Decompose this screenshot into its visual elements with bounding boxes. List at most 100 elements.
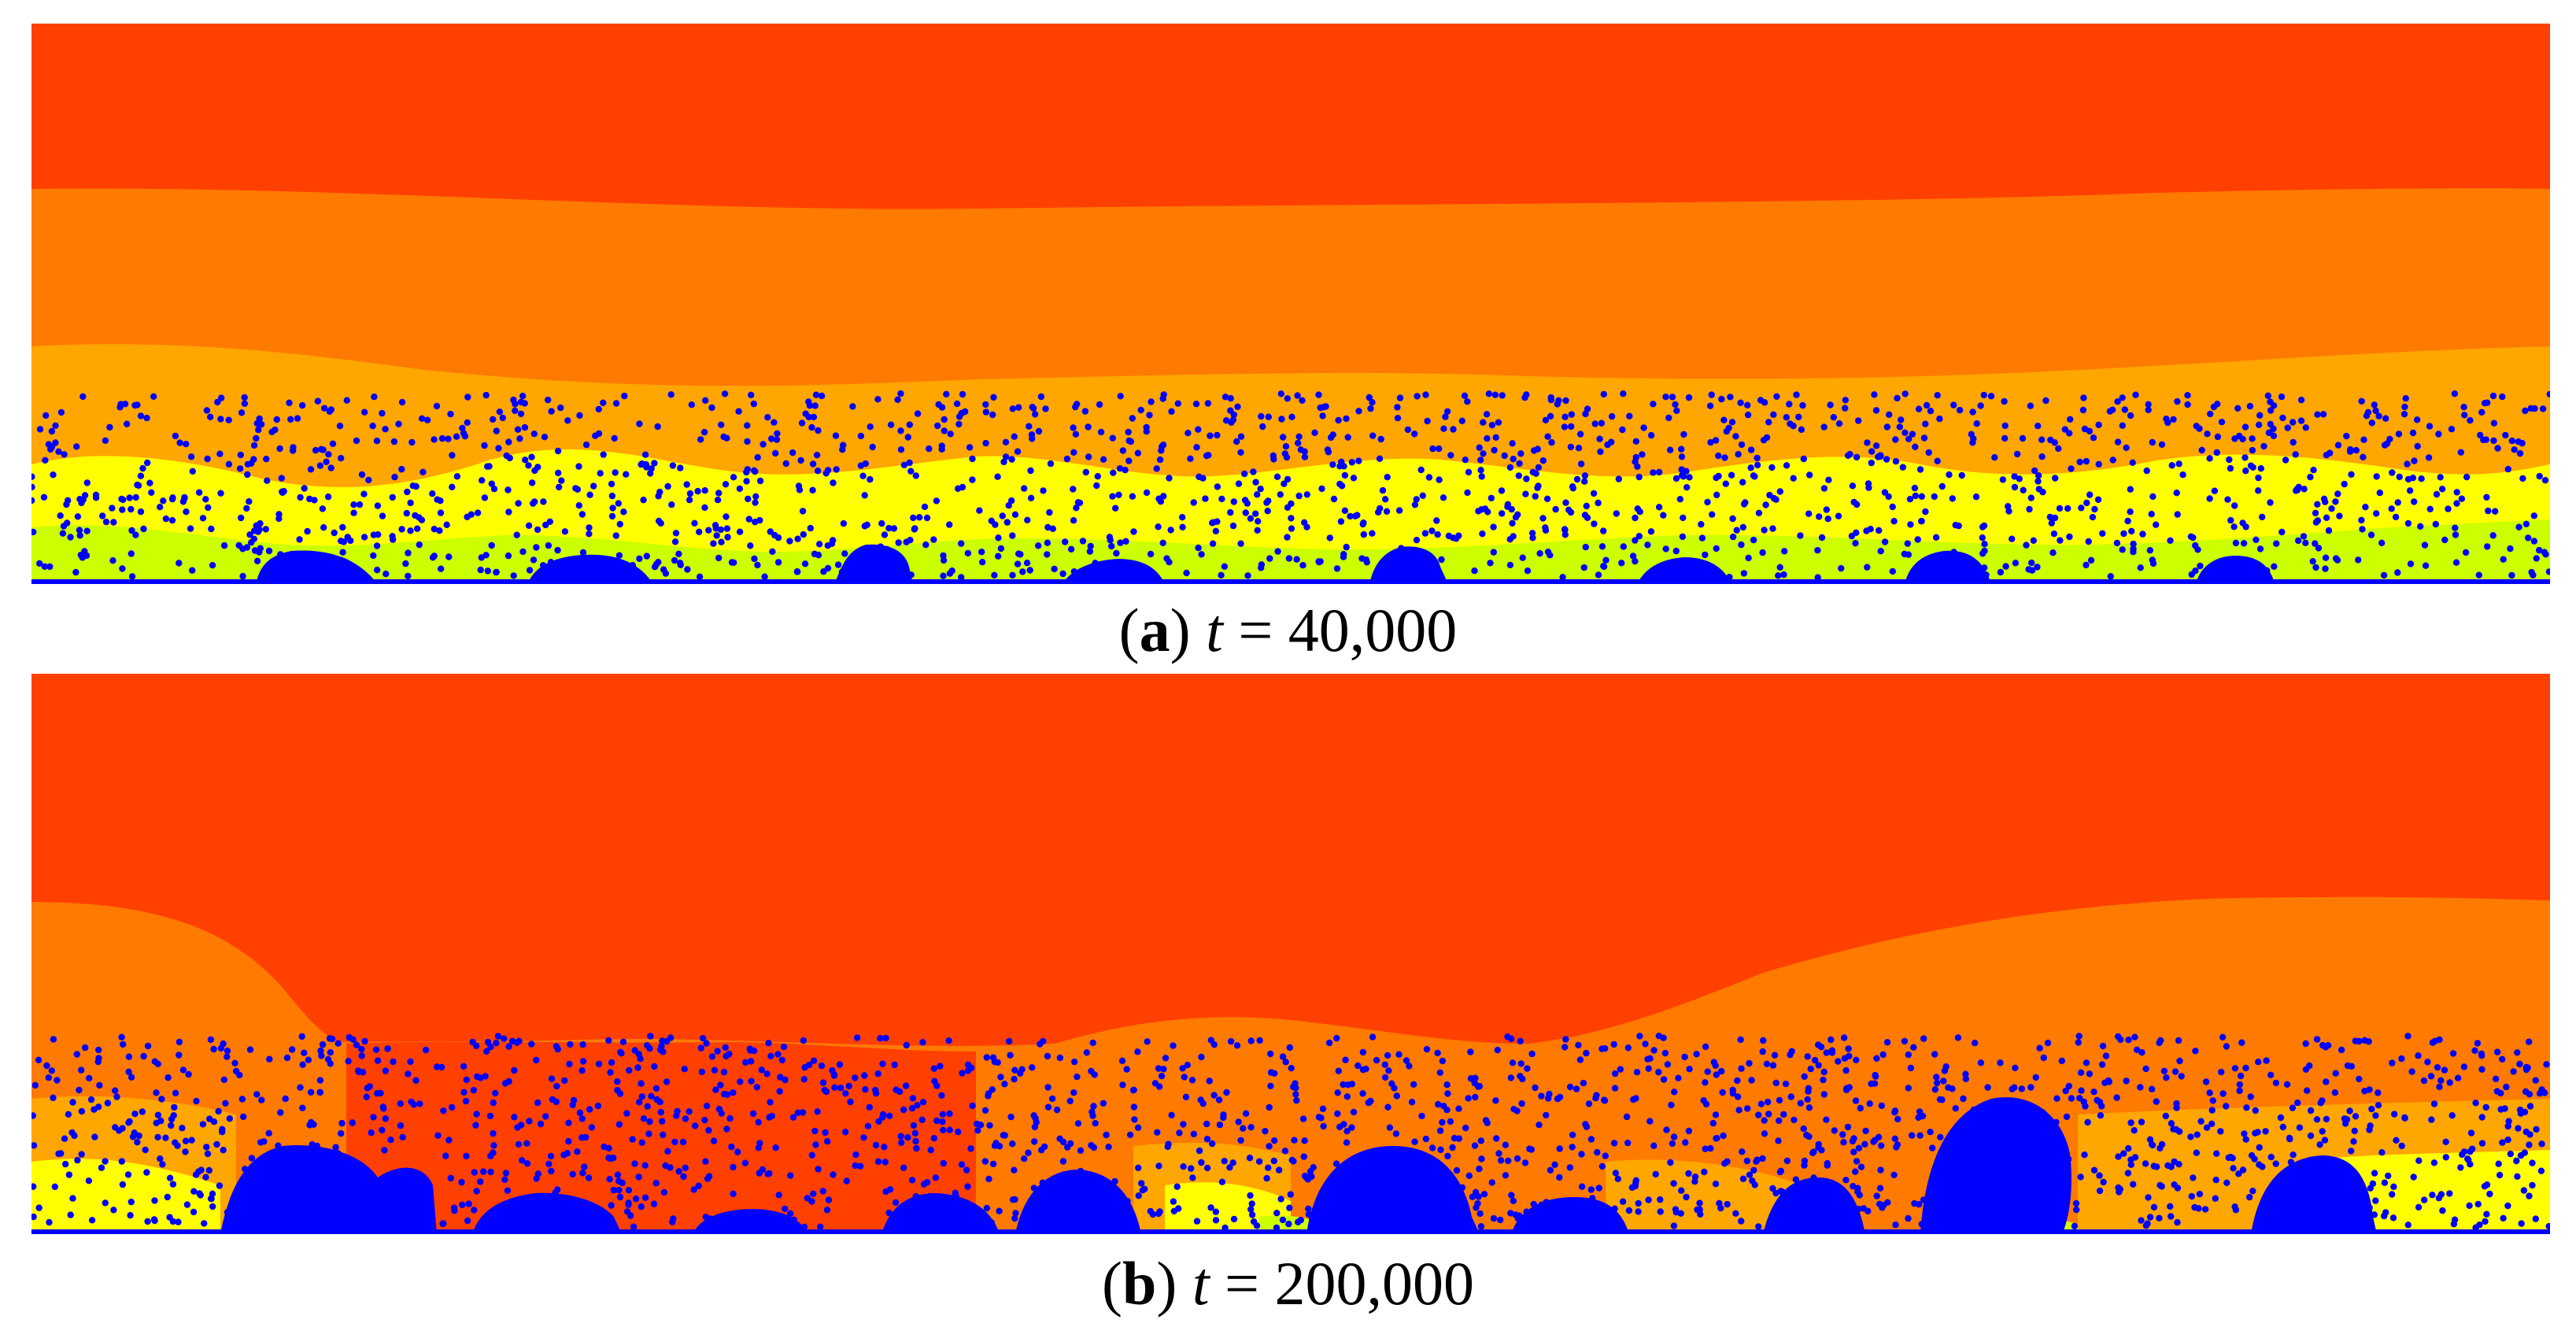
- particle-dot: [1317, 558, 1324, 565]
- particle-dot: [767, 1099, 774, 1106]
- particle-dot: [2383, 440, 2391, 447]
- particle-dot: [1495, 1150, 1502, 1157]
- particle-dot: [1474, 1199, 1481, 1207]
- particle-dot: [1678, 471, 1686, 479]
- particle-dot: [1755, 1223, 1762, 1230]
- particle-dot: [1712, 1181, 1720, 1188]
- particle-dot: [405, 549, 412, 556]
- particle-dot: [1442, 413, 1449, 420]
- particle-dot: [2208, 1120, 2216, 1127]
- particle-dot: [389, 533, 396, 540]
- particle-dot: [1256, 1037, 1263, 1044]
- particle-dot: [2460, 1148, 2468, 1155]
- particle-dot: [1853, 1158, 1861, 1165]
- particle-dot: [31, 1081, 39, 1089]
- particle-dot: [1820, 1068, 1828, 1076]
- particle-dot: [1507, 1074, 1515, 1081]
- particle-dot: [48, 1067, 55, 1074]
- particle-dot: [1218, 571, 1225, 578]
- particle-dot: [1575, 1041, 1582, 1048]
- particle-dot: [1543, 495, 1551, 502]
- particle-dot: [204, 455, 211, 463]
- particle-dot: [614, 1086, 621, 1094]
- particle-dot: [2284, 424, 2291, 431]
- particle-dot: [1330, 495, 1338, 503]
- particle-dot: [134, 1139, 141, 1146]
- particle-dot: [686, 490, 694, 497]
- particle-dot: [1855, 1144, 1863, 1151]
- particle-dot: [752, 519, 759, 526]
- particle-dot: [57, 1150, 65, 1157]
- particle-dot: [2420, 1077, 2428, 1085]
- particle-dot: [1786, 401, 1793, 408]
- particle-dot: [734, 1148, 741, 1155]
- particle-dot: [1845, 1045, 1852, 1052]
- particle-dot: [471, 1169, 478, 1176]
- particle-dot: [1909, 1132, 1916, 1139]
- particle-dot: [547, 1152, 555, 1160]
- particle-dot: [800, 530, 807, 538]
- particle-dot: [2077, 1174, 2084, 1181]
- particle-dot: [933, 497, 941, 505]
- particle-dot: [216, 1182, 224, 1189]
- particle-dot: [1680, 514, 1687, 522]
- particle-dot: [763, 1070, 771, 1077]
- particle-dot: [2536, 546, 2543, 554]
- particle-dot: [282, 1095, 289, 1103]
- particle-dot: [2453, 489, 2460, 496]
- particle-dot: [701, 487, 708, 494]
- particle-dot: [1719, 1089, 1726, 1096]
- particle-dot: [370, 552, 377, 560]
- particle-dot: [1620, 390, 1627, 397]
- particle-dot: [2027, 494, 2035, 501]
- particle-dot: [301, 485, 308, 492]
- particle-dot: [1113, 549, 1120, 557]
- particle-dot: [1160, 1066, 1167, 1073]
- particle-dot: [179, 498, 187, 505]
- particle-dot: [730, 1190, 737, 1197]
- particle-dot: [1202, 495, 1209, 502]
- particle-dot: [2368, 1105, 2375, 1113]
- particle-dot: [305, 1056, 312, 1063]
- particle-dot: [208, 1195, 215, 1203]
- particle-dot: [2312, 540, 2319, 547]
- particle-dot: [1791, 1116, 1798, 1124]
- particle-dot: [1600, 563, 1608, 571]
- particle-dot: [128, 505, 135, 513]
- particle-dot: [682, 1115, 689, 1122]
- particle-dot: [1552, 505, 1559, 513]
- particle-dot: [190, 1188, 198, 1195]
- particle-dot: [1878, 1102, 1885, 1110]
- particle-dot: [2129, 459, 2136, 466]
- particle-dot: [1258, 412, 1265, 420]
- particle-dot: [1881, 489, 1889, 496]
- particle-dot: [65, 1111, 72, 1118]
- particle-dot: [1482, 1117, 1490, 1124]
- particle-dot: [1434, 1049, 1441, 1057]
- particle-dot: [857, 1163, 864, 1170]
- particle-dot: [1820, 1091, 1828, 1098]
- particle-dot: [1059, 1158, 1067, 1165]
- particle-dot: [1319, 412, 1326, 420]
- particle-dot: [1122, 538, 1129, 545]
- particle-dot: [1773, 393, 1780, 400]
- particle-dot: [1757, 1100, 1765, 1107]
- particle-dot: [2484, 543, 2491, 550]
- particle-dot: [1532, 1084, 1539, 1092]
- particle-dot: [50, 1094, 57, 1101]
- particle-dot: [2085, 538, 2092, 545]
- particle-dot: [1318, 485, 1325, 493]
- particle-dot: [1664, 1061, 1672, 1068]
- particle-dot: [1677, 1210, 1684, 1217]
- particle-dot: [2064, 505, 2072, 512]
- particle-dot: [911, 1129, 919, 1137]
- particle-dot: [2446, 1190, 2453, 1197]
- particle-dot: [1561, 423, 1569, 431]
- particle-dot: [1922, 508, 1929, 516]
- particle-dot: [1891, 1135, 1898, 1142]
- particle-dot: [1170, 1042, 1177, 1049]
- particle-dot: [694, 487, 701, 495]
- particle-dot: [250, 535, 257, 542]
- particle-dot: [952, 1189, 959, 1196]
- particle-dot: [586, 1106, 593, 1113]
